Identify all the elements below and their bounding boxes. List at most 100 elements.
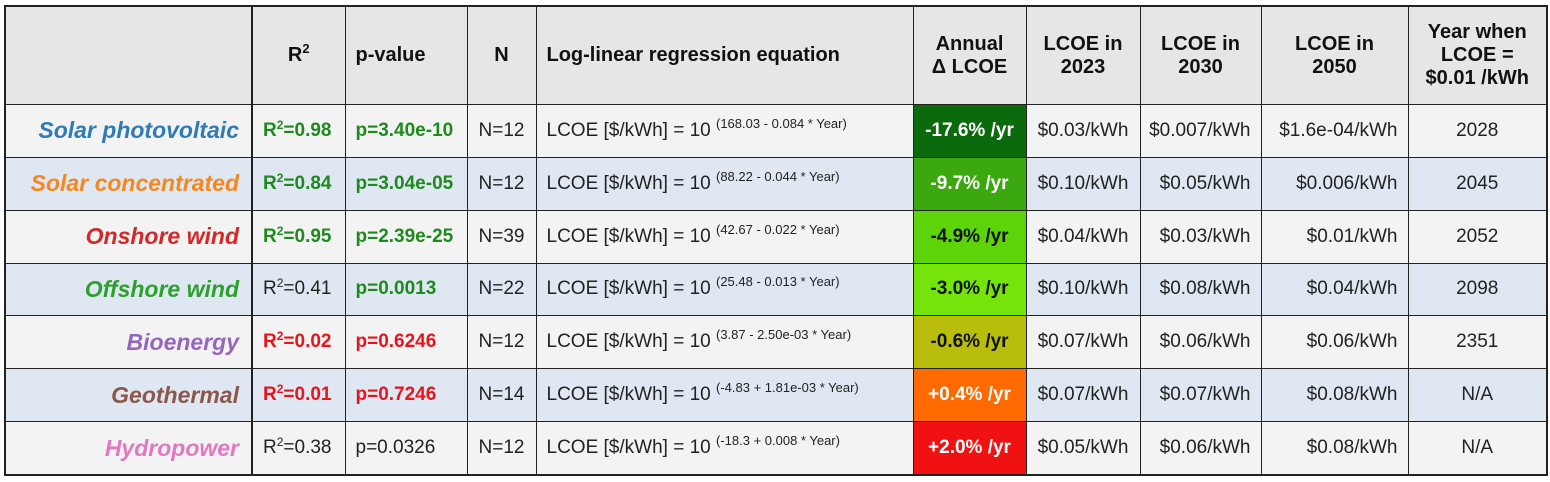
equation-base: LCOE [$/kWh] = 10 — [546, 384, 716, 406]
lcoe-2030: $0.06/kWh — [1139, 315, 1262, 370]
lcoe-2030: $0.05/kWh — [1139, 156, 1262, 211]
equation-base: LCOE [$/kWh] = 10 — [546, 437, 716, 459]
r2-prefix: R — [263, 278, 277, 300]
p-value: p=0.6246 — [344, 315, 468, 370]
technology-name: Hydropower — [4, 421, 253, 476]
technology-name: Onshore wind — [4, 209, 253, 264]
regression-equation: LCOE [$/kWh] = 10 (-4.83 + 1.81e-03 * Ye… — [535, 368, 914, 423]
p-value: p=0.0013 — [344, 262, 468, 317]
year-target: 2028 — [1407, 104, 1548, 158]
r2-sup: 2 — [276, 223, 284, 238]
p-value: p=0.7246 — [344, 368, 468, 423]
r2-value: =0.02 — [283, 331, 332, 353]
lcoe-2050: $0.08/kWh — [1260, 421, 1409, 476]
header-lcoe-2050-line1: LCOE in — [1295, 32, 1374, 55]
r2-cell: R2=0.95 — [251, 209, 346, 264]
p-value: p=3.40e-10 — [344, 104, 468, 158]
header-lcoe-2050: LCOE in 2050 — [1260, 5, 1409, 105]
lcoe-2023: $0.04/kWh — [1025, 209, 1141, 264]
table-row: Onshore wind R2=0.95 p=2.39e-25 N=39 LCOE [$… — [4, 209, 1548, 264]
equation-exponent: (3.87 - 2.50e-03 * Year) — [716, 327, 852, 343]
equation-base: LCOE [$/kWh] = 10 — [546, 331, 716, 353]
lcoe-regression-table: R2 p-value N Log-linear regression equat… — [4, 5, 1548, 476]
table-row: Solar concentrated R2=0.84 p=3.04e-05 N=12 L… — [4, 156, 1548, 211]
r2-sup: 2 — [276, 276, 284, 291]
header-lcoe-2030-line2: 2030 — [1178, 55, 1223, 78]
table-row: Geothermal R2=0.01 p=0.7246 N=14 LCOE [$/kWh… — [4, 368, 1548, 423]
annual-change: -17.6% /yr — [912, 104, 1027, 158]
technology-name: Offshore wind — [4, 262, 253, 317]
lcoe-2050: $0.06/kWh — [1260, 315, 1409, 370]
header-year-line1: Year when — [1427, 21, 1527, 43]
lcoe-2023: $0.07/kWh — [1025, 315, 1141, 370]
regression-equation: LCOE [$/kWh] = 10 (-18.3 + 0.008 * Year) — [535, 421, 914, 476]
r2-prefix: R — [263, 384, 277, 406]
annual-change: -9.7% /yr — [912, 156, 1027, 211]
lcoe-2050: $0.04/kWh — [1260, 262, 1409, 317]
r2-sup: 2 — [276, 435, 284, 450]
equation-exponent: (168.03 - 0.084 * Year) — [716, 115, 847, 131]
lcoe-regression-table-container: R2 p-value N Log-linear regression equat… — [4, 5, 1548, 476]
equation-exponent: (88.22 - 0.044 * Year) — [716, 168, 840, 184]
sample-size: N=39 — [466, 209, 537, 264]
header-r2-label: R — [287, 44, 303, 66]
annual-change: -4.9% /yr — [912, 209, 1027, 264]
lcoe-2050: $1.6e-04/kWh — [1260, 104, 1409, 158]
header-r2: R2 — [251, 5, 346, 105]
equation-base: LCOE [$/kWh] = 10 — [546, 225, 716, 247]
header-r2-sup: 2 — [302, 41, 310, 56]
year-target: 2351 — [1407, 315, 1548, 370]
regression-equation: LCOE [$/kWh] = 10 (25.48 - 0.013 * Year) — [535, 262, 914, 317]
r2-cell: R2=0.02 — [251, 315, 346, 370]
header-corner — [4, 5, 253, 105]
lcoe-2023: $0.05/kWh — [1025, 421, 1141, 476]
year-target: 2098 — [1407, 262, 1548, 317]
header-lcoe-2050-line2: 2050 — [1312, 55, 1357, 78]
r2-value: =0.84 — [283, 172, 332, 194]
r2-cell: R2=0.98 — [251, 104, 346, 158]
r2-sup: 2 — [276, 170, 284, 185]
equation-base: LCOE [$/kWh] = 10 — [546, 172, 716, 194]
regression-equation: LCOE [$/kWh] = 10 (3.87 - 2.50e-03 * Yea… — [535, 315, 914, 370]
regression-equation: LCOE [$/kWh] = 10 (88.22 - 0.044 * Year) — [535, 156, 914, 211]
annual-change: +0.4% /yr — [912, 368, 1027, 423]
r2-prefix: R — [263, 119, 277, 141]
equation-exponent: (-18.3 + 0.008 * Year) — [716, 433, 840, 449]
lcoe-2030: $0.007/kWh — [1139, 104, 1262, 158]
lcoe-2023: $0.03/kWh — [1025, 104, 1141, 158]
header-equation: Log-linear regression equation — [535, 5, 914, 105]
p-value: p=0.0326 — [344, 421, 468, 476]
lcoe-2030: $0.07/kWh — [1139, 368, 1262, 423]
annual-change: +2.0% /yr — [912, 421, 1027, 476]
table-row: Hydropower R2=0.38 p=0.0326 N=12 LCOE [$/kWh… — [4, 421, 1548, 476]
table-row: Bioenergy R2=0.02 p=0.6246 N=12 LCOE [$/kWh]… — [4, 315, 1548, 370]
equation-base: LCOE [$/kWh] = 10 — [546, 278, 716, 300]
r2-sup: 2 — [276, 382, 284, 397]
annual-change: -3.0% /yr — [912, 262, 1027, 317]
lcoe-2050: $0.08/kWh — [1260, 368, 1409, 423]
r2-prefix: R — [263, 437, 277, 459]
r2-value: =0.95 — [283, 225, 332, 247]
lcoe-2023: $0.10/kWh — [1025, 156, 1141, 211]
year-target: 2052 — [1407, 209, 1548, 264]
p-value: p=2.39e-25 — [344, 209, 468, 264]
lcoe-2030: $0.03/kWh — [1139, 209, 1262, 264]
technology-name: Bioenergy — [4, 315, 253, 370]
header-lcoe-2030: LCOE in 2030 — [1139, 5, 1262, 105]
r2-value: =0.38 — [283, 437, 332, 459]
technology-name: Geothermal — [4, 368, 253, 423]
header-annual-line2: Δ LCOE — [931, 55, 1008, 78]
r2-value: =0.41 — [283, 278, 332, 300]
regression-equation: LCOE [$/kWh] = 10 (42.67 - 0.022 * Year) — [535, 209, 914, 264]
technology-name: Solar concentrated — [4, 156, 253, 211]
sample-size: N=12 — [466, 315, 537, 370]
table-row: Solar photovoltaic R2=0.98 p=3.40e-10 N=12 L… — [4, 104, 1548, 158]
r2-prefix: R — [263, 172, 277, 194]
r2-prefix: R — [263, 225, 277, 247]
r2-cell: R2=0.84 — [251, 156, 346, 211]
sample-size: N=12 — [466, 421, 537, 476]
header-year-line2: LCOE = — [1440, 44, 1514, 66]
lcoe-2050: $0.01/kWh — [1260, 209, 1409, 264]
sample-size: N=12 — [466, 156, 537, 211]
equation-base: LCOE [$/kWh] = 10 — [546, 119, 716, 141]
